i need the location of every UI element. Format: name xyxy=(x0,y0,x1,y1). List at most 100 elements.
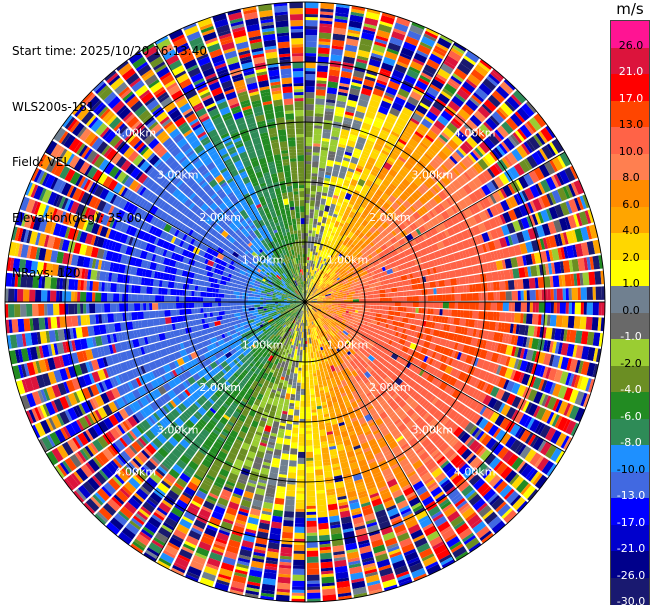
velocity-gate xyxy=(485,117,498,130)
velocity-gate xyxy=(323,410,329,415)
velocity-gate xyxy=(350,195,358,203)
velocity-gate xyxy=(443,505,457,518)
velocity-gate xyxy=(421,118,433,129)
velocity-gate xyxy=(305,388,310,395)
velocity-gate xyxy=(284,343,289,350)
velocity-gate xyxy=(319,281,324,288)
velocity-gate xyxy=(368,254,373,260)
velocity-gate xyxy=(409,454,420,465)
velocity-gate xyxy=(504,100,516,112)
velocity-gate xyxy=(306,290,310,297)
velocity-gate xyxy=(211,549,224,556)
velocity-gate xyxy=(339,229,345,237)
velocity-gate xyxy=(431,50,445,60)
velocity-gate xyxy=(352,296,359,300)
velocity-gate xyxy=(339,402,346,411)
velocity-gate xyxy=(406,296,413,302)
velocity-gate xyxy=(346,304,353,307)
velocity-gate xyxy=(354,287,361,292)
velocity-gate xyxy=(436,258,441,266)
velocity-gate xyxy=(498,172,510,186)
velocity-gate xyxy=(499,417,511,430)
velocity-gate xyxy=(457,223,464,232)
velocity-gate xyxy=(426,460,438,471)
velocity-gate xyxy=(320,567,334,572)
velocity-gate xyxy=(263,379,270,387)
velocity-gate xyxy=(346,206,352,211)
velocity-gate xyxy=(293,421,299,425)
velocity-gate xyxy=(342,312,346,315)
velocity-gate xyxy=(445,286,452,294)
velocity-gate xyxy=(315,98,325,105)
velocity-gate xyxy=(484,242,491,252)
velocity-gate xyxy=(381,467,393,477)
velocity-gate xyxy=(276,582,291,590)
velocity-gate xyxy=(260,513,272,522)
velocity-gate xyxy=(365,574,380,584)
velocity-gate xyxy=(364,449,373,456)
velocity-gate xyxy=(348,311,352,315)
velocity-gate xyxy=(394,433,402,440)
velocity-gate xyxy=(291,316,296,323)
velocity-gate xyxy=(306,451,314,458)
velocity-gate xyxy=(286,316,291,323)
velocity-gate xyxy=(374,211,383,219)
velocity-gate xyxy=(265,493,275,498)
velocity-gate xyxy=(335,337,340,342)
velocity-gate xyxy=(576,196,584,211)
velocity-gate xyxy=(569,329,577,343)
velocity-gate xyxy=(391,101,403,112)
velocity-gate xyxy=(279,379,285,384)
velocity-gate xyxy=(498,332,504,343)
velocity-gate xyxy=(213,543,226,551)
velocity-gate xyxy=(312,364,316,371)
velocity-gate xyxy=(449,387,456,396)
velocity-gate xyxy=(167,542,180,551)
velocity-gate xyxy=(346,105,356,111)
velocity-gate xyxy=(328,69,340,77)
velocity-gate xyxy=(363,147,372,154)
velocity-gate xyxy=(337,418,344,424)
velocity-gate xyxy=(464,364,471,373)
velocity-gate xyxy=(369,312,374,316)
velocity-gate xyxy=(392,404,400,411)
velocity-gate xyxy=(435,73,448,83)
velocity-gate xyxy=(256,425,265,434)
velocity-gate xyxy=(309,319,312,323)
velocity-gate xyxy=(229,589,244,596)
velocity-gate xyxy=(305,53,317,57)
velocity-gate xyxy=(289,402,295,407)
velocity-gate xyxy=(306,562,319,569)
velocity-gate xyxy=(359,496,370,505)
velocity-gate xyxy=(270,527,282,535)
velocity-gate xyxy=(315,339,319,346)
velocity-gate xyxy=(363,378,370,385)
velocity-gate xyxy=(320,435,328,443)
velocity-gate xyxy=(421,308,425,314)
velocity-gate xyxy=(238,447,249,457)
velocity-gate xyxy=(324,174,331,179)
velocity-gate xyxy=(306,535,318,542)
velocity-gate xyxy=(294,314,297,318)
velocity-gate xyxy=(266,377,271,382)
velocity-gate xyxy=(453,379,463,390)
velocity-gate xyxy=(135,488,149,501)
velocity-gate xyxy=(370,302,374,306)
velocity-gate xyxy=(345,148,354,154)
velocity-gate xyxy=(314,107,324,114)
velocity-gate xyxy=(213,505,226,515)
velocity-gate xyxy=(442,446,452,455)
velocity-gate xyxy=(465,119,478,132)
velocity-gate xyxy=(348,458,357,464)
velocity-gate xyxy=(325,287,329,290)
velocity-gate xyxy=(464,257,472,267)
velocity-gate xyxy=(520,464,534,478)
velocity-gate xyxy=(504,280,509,291)
velocity-gate xyxy=(305,104,314,111)
velocity-gate xyxy=(508,302,512,312)
velocity-gate xyxy=(162,477,173,487)
velocity-gate xyxy=(337,299,344,302)
velocity-gate xyxy=(334,112,344,117)
velocity-gate xyxy=(282,404,289,412)
velocity-gate xyxy=(295,340,299,347)
